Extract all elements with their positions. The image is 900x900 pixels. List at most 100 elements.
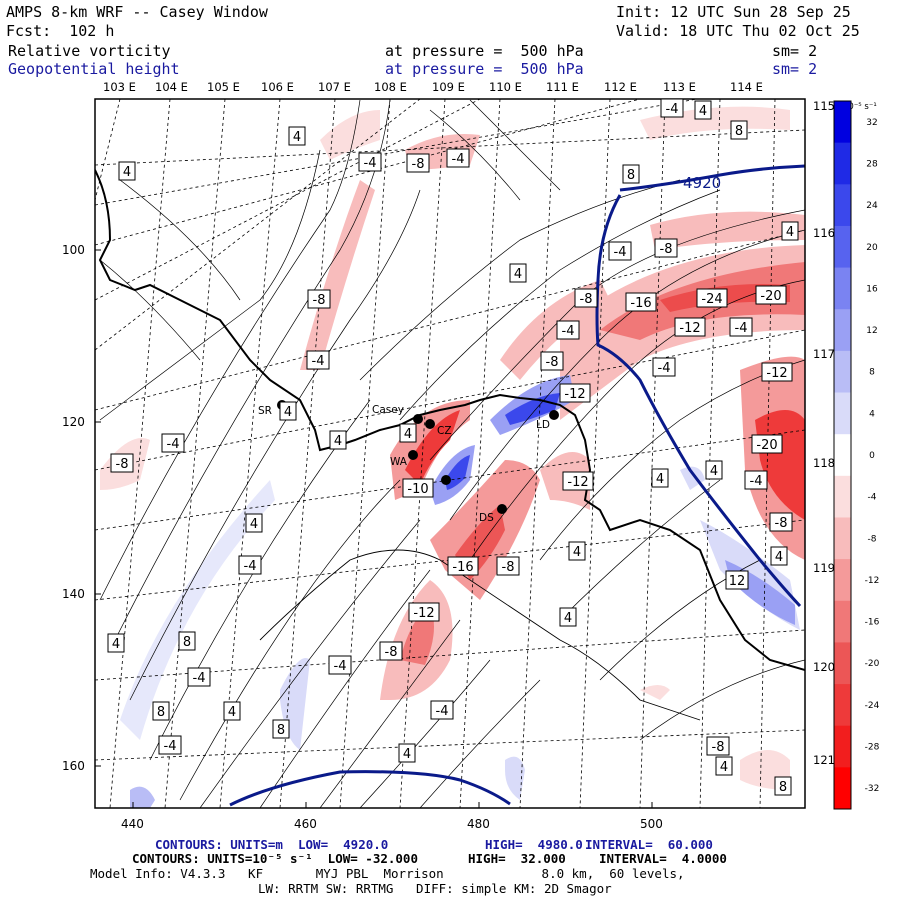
y-tick-120: 120 [62, 415, 85, 429]
y-tick-140: 140 [62, 587, 85, 601]
colorbar: 10⁻⁵ s⁻¹ 32 28 24 20 16 12 8 4 0 -4 -8 -12 -16 -20 -24… [833, 100, 880, 810]
footer-vort-contours: CONTOURS: UNITS=10⁻⁵ s⁻¹ LOW= -32.000 [132, 852, 418, 866]
axis-labels: 100 120 140 160 440 460 480 500 [62, 243, 663, 831]
station-marker [441, 475, 451, 485]
colorbar-swatch [834, 309, 851, 352]
contour-label-text: -4 [334, 659, 347, 674]
contour-label-text: 8 [277, 723, 285, 738]
contour-label-text: -8 [775, 516, 788, 531]
colorbar-label: 16 [866, 284, 878, 294]
colorbar-units: 10⁻⁵ s⁻¹ [843, 102, 877, 112]
contour-label: 4 [107, 633, 125, 653]
contour-label-text: -4 [167, 437, 180, 452]
height-contour-south [229, 770, 511, 807]
contour-label: 4 [568, 541, 586, 561]
footer-model-info: Model Info: V4.3.3 KF MYJ PBL Morrison 8… [90, 866, 685, 881]
colorbar-swatch [834, 392, 851, 435]
contour-label-text: -12 [413, 606, 434, 621]
contour-label-text: -8 [712, 740, 725, 755]
contour-label-text: -4 [193, 671, 206, 686]
contour-label: 4 [694, 100, 712, 120]
field1-smoothing: sm= 2 [772, 42, 818, 60]
colorbar-swatch [834, 142, 851, 185]
contour-label: -16 [625, 292, 657, 312]
colorbar-label: -4 [868, 493, 877, 503]
height-contour-low: CONTOURS: UNITS=m LOW= 4920.0 [155, 837, 389, 852]
footer-height-high: HIGH= 4980.0 [485, 838, 583, 852]
colorbar-label: 12 [866, 326, 877, 336]
init-time: Init: 12 UTC Sun 28 Sep 25 [616, 3, 851, 21]
contour-label-text: 4 [656, 472, 664, 487]
contour-label-text: -12 [766, 366, 787, 381]
x-tick-460: 460 [294, 817, 317, 831]
contour-label: 4 [398, 743, 416, 763]
contour-label-text: -8 [580, 292, 593, 307]
contour-label: -12 [674, 317, 706, 337]
colorbar-label: 4 [869, 409, 875, 419]
contour-label-text: 4 [710, 464, 718, 479]
footer-height-contours: CONTOURS: UNITS=m LOW= 4920.0 [155, 838, 388, 852]
contour-label-text: 8 [183, 635, 191, 650]
field1-name: Relative vorticity [8, 42, 171, 60]
contour-label: -4 [328, 655, 352, 675]
contour-label: 4 [705, 460, 723, 480]
contour-label: -8 [379, 641, 403, 661]
contour-label: -4 [161, 433, 185, 453]
colorbar-border [833, 100, 852, 810]
contour-label-text: 4 [699, 104, 707, 119]
contour-label-text: -4 [735, 321, 748, 336]
contour-label: 8 [730, 120, 748, 140]
colorbar-label: 32 [866, 118, 877, 128]
contour-label-text: -4 [666, 102, 679, 117]
contour-label-text: 4 [514, 267, 522, 282]
contour-label: 4 [279, 401, 297, 421]
contour-label-text: -8 [313, 293, 326, 308]
contour-label: -10 [402, 478, 434, 498]
station-marker [549, 410, 559, 420]
colorbar-label: -8 [868, 534, 877, 544]
map-field [95, 99, 805, 808]
contour-label: 4 [781, 221, 799, 241]
contour-label: 8 [272, 719, 290, 739]
contour-label-text: -12 [567, 475, 588, 490]
colorbar-swatch [834, 642, 851, 685]
y-tick-160: 160 [62, 759, 85, 773]
colorbar-swatch [834, 559, 851, 602]
colorbar-label: 20 [866, 243, 878, 253]
contour-label-text: 4 [284, 405, 292, 420]
colorbar-label: 28 [866, 159, 878, 169]
station-label: LD [536, 419, 550, 431]
lon-labels-top: 103 E 104 E 105 E 106 E 107 E 108 E 109 … [103, 80, 763, 94]
contour-label: 8 [152, 701, 170, 721]
lon-label: 105 E [207, 80, 240, 94]
contour-label: -8 [307, 289, 331, 309]
contour-label: -8 [406, 153, 430, 173]
colorbar-label: 8 [869, 368, 875, 378]
contour-label: -20 [751, 434, 783, 454]
field2-name: Geopotential height [8, 60, 180, 78]
x-tick-480: 480 [467, 817, 490, 831]
contour-label: 4 [509, 263, 527, 283]
colorbar-swatch [834, 267, 851, 310]
contour-label: 4 [651, 468, 669, 488]
contour-label: 8 [178, 631, 196, 651]
contour-label: -8 [496, 556, 520, 576]
vort-contour-high: HIGH= 32.000 [468, 851, 566, 866]
contour-label-text: 4 [112, 637, 120, 652]
contour-label: 4 [715, 756, 733, 776]
contour-label: -24 [696, 288, 728, 308]
colorbar-swatch [834, 475, 851, 518]
contour-label-text: -20 [760, 289, 781, 304]
contour-label-text: -20 [756, 438, 777, 453]
plot-frame [94, 98, 806, 809]
contour-label-text: -4 [562, 324, 575, 339]
contour-labels: 4 -4 -8 -4 -8 -4 4 -8 -4 4 -8 -4 -16 -24 -20 -12 -4 -4 -8 4… [107, 98, 799, 796]
contour-label-text: 4 [228, 705, 236, 720]
contour-label: 4 [288, 126, 306, 146]
contour-label: -4 [744, 470, 768, 490]
contour-label: 4 [399, 423, 417, 443]
contour-label-text: 8 [779, 780, 787, 795]
contour-label-text: 4 [250, 517, 258, 532]
contour-label-text: -16 [452, 560, 473, 575]
contour-label-text: -8 [116, 457, 129, 472]
